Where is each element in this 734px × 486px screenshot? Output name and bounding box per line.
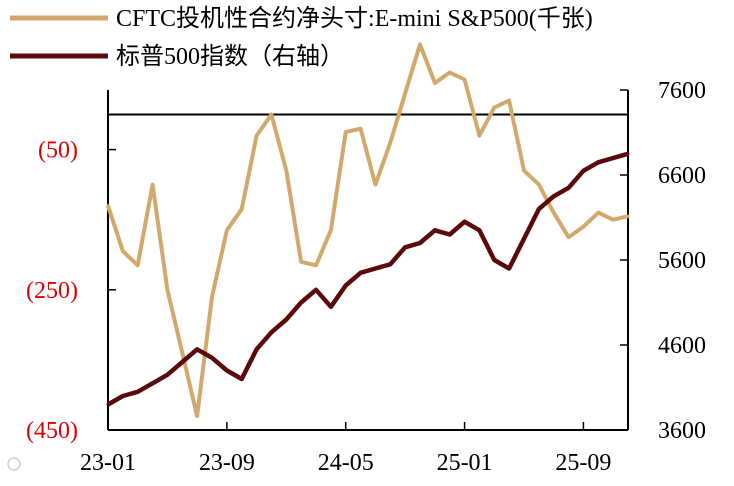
series-2-point (284, 318, 288, 321)
series-1-point (522, 169, 526, 173)
right-tick-label: 5600 (658, 248, 706, 274)
series-2-point (552, 194, 556, 198)
series-1-point (418, 42, 422, 46)
series-1-point (284, 169, 288, 173)
x-tick-label: 24-05 (318, 450, 374, 476)
series-1-point (477, 134, 481, 138)
series-2-point (210, 356, 214, 360)
series-2-point (121, 394, 125, 398)
series-1-point (136, 263, 140, 267)
series-2-point (136, 390, 140, 394)
left-tick-label: (250) (26, 278, 78, 304)
series-1-point (255, 134, 259, 138)
tick-labels: (50) (250) (450) 3600 4600 5600 6600 7600 23-01 2… (26, 78, 706, 476)
series-1-point (567, 235, 571, 239)
right-tick-label: 3600 (658, 418, 706, 444)
series-1-point (463, 78, 467, 81)
series-2-point (507, 267, 511, 270)
series-2-point (433, 228, 437, 232)
series-2-point (299, 301, 303, 304)
series-1-point (492, 106, 496, 109)
series-1-point (195, 414, 199, 418)
series-line-1 (106, 42, 629, 418)
series-2-point (314, 288, 318, 292)
series-2-point (373, 267, 377, 270)
series-1-point (344, 130, 348, 134)
watermark-logo-icon (7, 457, 21, 471)
series-1-point (165, 288, 169, 292)
series-2-point (596, 160, 600, 164)
series-1-point (507, 99, 511, 102)
series-2-point (626, 152, 630, 156)
series-2-point (581, 169, 585, 173)
series-2-point (418, 241, 422, 245)
series-2-point (195, 347, 199, 351)
x-tick-label: 25-09 (555, 450, 611, 476)
series-1-point (106, 204, 110, 208)
series-1-point (314, 263, 318, 267)
right-tick-label: 4600 (658, 333, 706, 359)
series-2-point (180, 360, 184, 364)
series-2-point (403, 245, 407, 249)
series-2-point (106, 403, 110, 406)
x-tick-label: 25-01 (437, 450, 493, 476)
series-2-point (255, 347, 259, 351)
series-2-point (537, 207, 541, 211)
left-tick-label: (450) (26, 418, 78, 444)
series-1-point (299, 260, 303, 264)
series-1-point (581, 225, 585, 229)
series-1-point (448, 71, 452, 74)
series-line-2 (106, 151, 629, 407)
series-1-point (537, 183, 541, 187)
series-2-point (344, 284, 348, 287)
series-2-point (269, 330, 273, 334)
series-2-point (477, 228, 481, 232)
x-tick-label: 23-01 (80, 450, 136, 476)
series-2-point (492, 258, 496, 262)
series-1-point (611, 218, 615, 222)
series-1-point (433, 81, 437, 85)
left-tick-label: (50) (38, 138, 78, 164)
series-1-point (403, 92, 407, 95)
series-1-point (596, 211, 600, 215)
series-2-point (522, 237, 526, 241)
legend-label-2: 标普500指数（右轴） (116, 43, 344, 70)
series-2-point (240, 377, 244, 381)
x-tick-label: 23-09 (199, 450, 255, 476)
series-2-point (225, 369, 229, 372)
series-2-point (165, 373, 169, 377)
series-2-point (151, 381, 155, 385)
axes (107, 89, 629, 431)
series-1-point (121, 249, 125, 253)
series-2-point (329, 305, 333, 309)
series-1-point (388, 141, 392, 145)
series-1-point (626, 214, 630, 218)
series-2-point (359, 271, 363, 275)
series-1-point (225, 228, 229, 232)
watermark (7, 457, 21, 471)
right-tick-label: 7600 (658, 78, 706, 104)
series-2-point (388, 262, 392, 266)
plot-area (106, 42, 630, 418)
series-1-point (329, 228, 333, 232)
series-1-point (359, 127, 363, 131)
series-2-point (611, 156, 615, 160)
series-1-point (180, 351, 184, 355)
series-1-point (373, 183, 377, 187)
legend-label-1: CFTC投机性合约净头寸:E-mini S&P500(千张) (116, 5, 593, 32)
series-1-point (269, 113, 273, 116)
series-1-point (552, 211, 556, 215)
series-1-point (151, 183, 155, 187)
series-2-point (463, 220, 467, 224)
series-1-point (240, 207, 244, 211)
right-tick-label: 6600 (658, 163, 706, 189)
series-2-point (448, 233, 452, 236)
series-2-point (567, 186, 571, 190)
legend: CFTC投机性合约净头寸:E-mini S&P500(千张) 标普500指数（右轴… (10, 5, 593, 70)
series-1-point (210, 295, 214, 299)
